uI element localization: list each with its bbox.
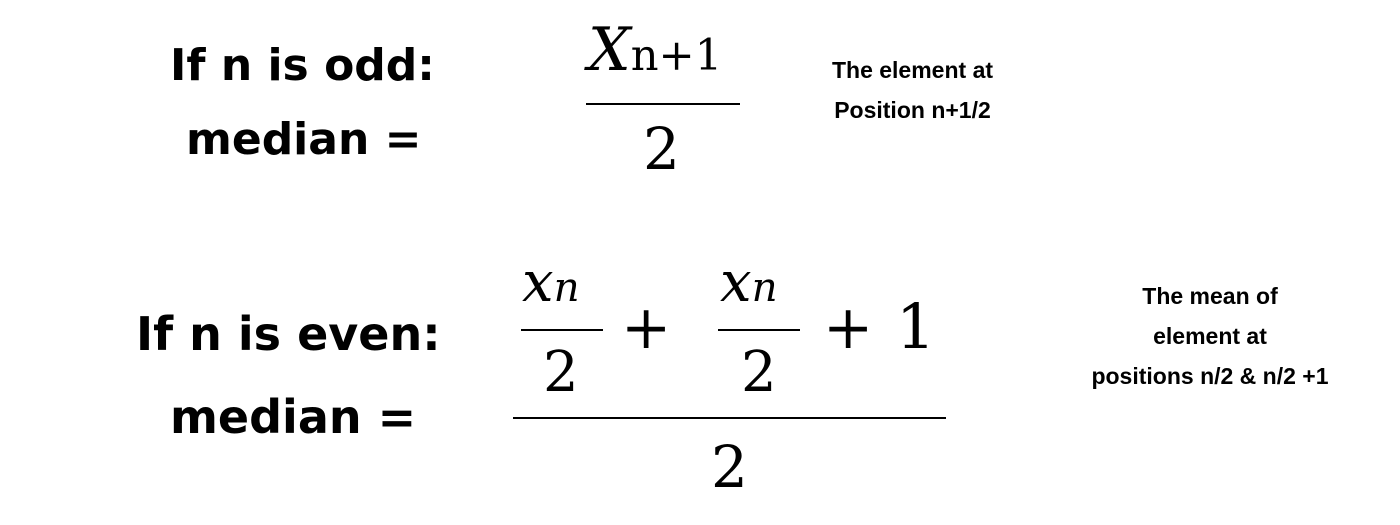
odd-note: The element at Position n+1/2	[800, 50, 1025, 130]
even-term2-denominator: 2	[741, 340, 777, 405]
odd-note-line-1: The element at	[831, 57, 994, 83]
even-note: The mean of element at positions n/2 & n…	[1060, 276, 1360, 396]
even-term2-numerator: xn	[720, 255, 778, 311]
odd-median-label: median =	[186, 114, 422, 165]
even-term1-variable: x	[522, 250, 554, 315]
even-condition-label: If n is even:	[136, 307, 441, 361]
even-note-line-2: element at	[1153, 323, 1267, 349]
even-note-line-1: The mean of	[1142, 283, 1278, 309]
odd-numerator: Xn+1	[588, 20, 722, 80]
odd-condition-label: If n is odd:	[170, 40, 435, 91]
even-main-denominator: 2	[711, 433, 748, 501]
even-plus-sign-2: +	[823, 293, 874, 363]
even-note-line-3: positions n/2 & n/2 +1	[1091, 363, 1329, 389]
even-term1-fraction-bar	[521, 329, 603, 331]
odd-note-line-2: Position n+1/2	[834, 97, 991, 123]
even-plus-sign-1: +	[621, 293, 672, 363]
even-constant-one: 1	[896, 290, 936, 363]
odd-numerator-variable: X	[588, 15, 631, 85]
even-term1-denominator: 2	[543, 340, 579, 405]
even-term2-variable: x	[720, 250, 752, 315]
even-term1-numerator: xn	[522, 255, 580, 311]
even-term2-fraction-bar	[718, 329, 800, 331]
even-term1-subscript: n	[553, 264, 580, 311]
even-term2-subscript: n	[751, 264, 778, 311]
odd-denominator: 2	[643, 115, 680, 183]
even-main-fraction-bar	[513, 417, 946, 419]
odd-fraction-bar	[586, 103, 740, 105]
odd-numerator-subscript: n+1	[630, 31, 723, 81]
even-median-label: median =	[170, 390, 417, 444]
